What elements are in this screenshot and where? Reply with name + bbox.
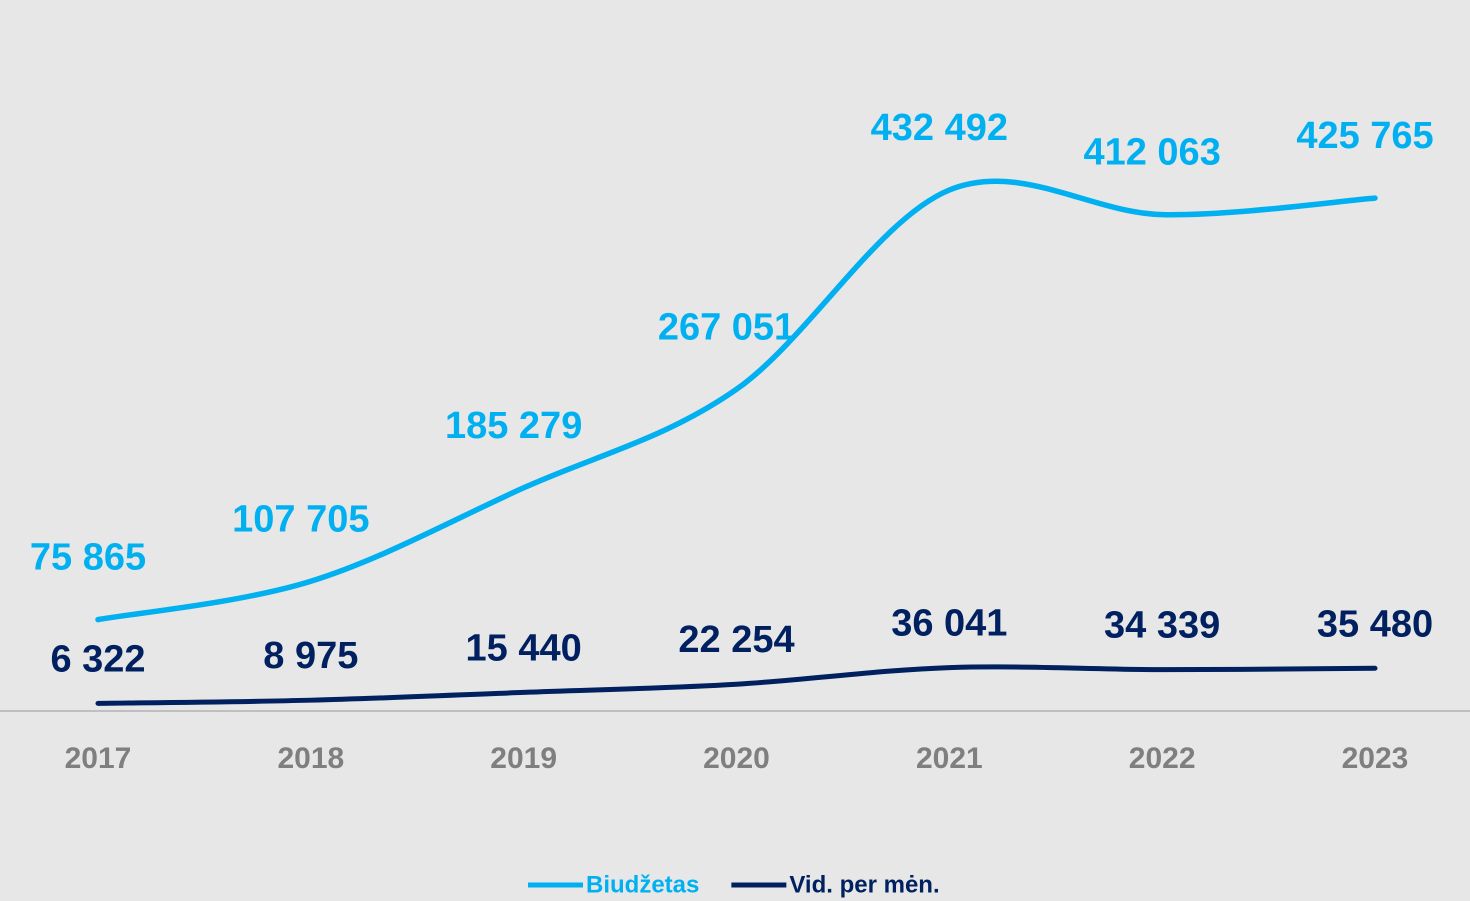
data-label: 8 975 [263,635,358,677]
data-label: 412 063 [1083,132,1220,174]
data-label: 267 051 [658,306,795,348]
x-tick-label: 2018 [277,742,344,775]
data-label: 35 480 [1317,603,1433,645]
data-label: 425 765 [1296,115,1433,157]
data-label: 22 254 [678,619,794,661]
data-label: 34 339 [1104,605,1220,647]
legend-label: Vid. per mėn. [789,871,939,898]
x-tick-label: 2019 [490,742,557,775]
data-label: 185 279 [445,405,582,447]
x-tick-label: 2020 [703,742,770,775]
x-tick-label: 2022 [1129,742,1196,775]
data-label: 15 440 [466,627,582,669]
data-label: 107 705 [232,498,369,540]
data-label: 6 322 [50,638,145,680]
data-label: 36 041 [891,603,1007,645]
data-label: 75 865 [30,537,146,579]
x-tick-label: 2021 [916,742,983,775]
x-tick-label: 2023 [1342,742,1409,775]
data-label: 432 492 [871,107,1008,149]
series-line [95,178,1378,623]
series-line [95,664,1378,706]
legend-label: Biudžetas [586,871,699,898]
x-tick-label: 2017 [65,742,132,775]
